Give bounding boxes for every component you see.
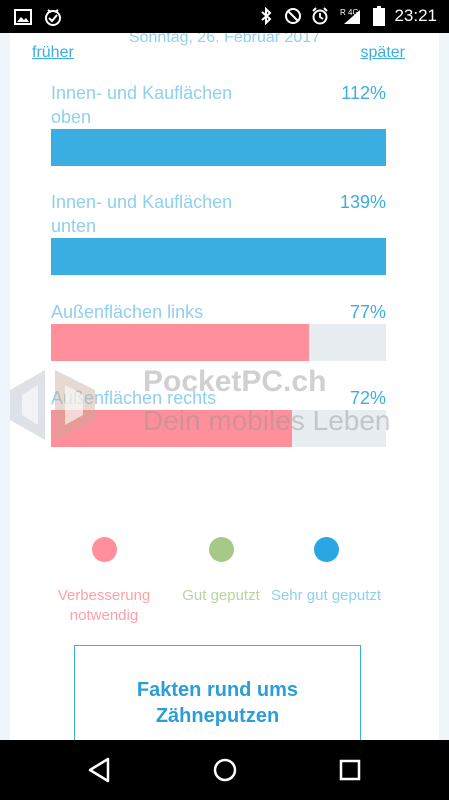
progress-bar-track — [51, 410, 386, 447]
legend-dot-icon — [91, 537, 117, 562]
home-icon[interactable] — [211, 756, 239, 784]
progress-bar-fill — [51, 324, 309, 361]
legend-item: Sehr gut geputzt — [261, 537, 391, 606]
back-icon[interactable] — [86, 756, 114, 784]
facts-button[interactable]: Fakten rund ums Zähneputzen — [74, 645, 361, 740]
legend-label: Sehr gut geputzt — [270, 587, 382, 604]
metric-label: Außenflächen links — [51, 302, 204, 322]
legend-item: Verbesserung notwendig — [39, 537, 169, 626]
legend-label: Gut geputzt — [182, 587, 260, 604]
navigation-bar — [0, 740, 449, 800]
legend-dot-icon — [208, 537, 234, 562]
image-icon — [14, 9, 32, 25]
roaming-label: R — [340, 8, 346, 17]
signal-icon: R 4G — [340, 8, 361, 24]
network-label: 4G — [348, 8, 359, 17]
recents-icon[interactable] — [336, 756, 364, 784]
legend-label: Verbesserung notwendig — [57, 587, 151, 624]
legend: Verbesserung notwendig Gut geputzt Sehr gu… — [10, 503, 439, 624]
metric-value: 77% — [349, 302, 386, 322]
metric-value: 72% — [349, 388, 386, 408]
clock: 23:21 — [394, 6, 437, 25]
metric-label: Innen- und Kauflächen unten — [51, 192, 233, 236]
metric-row: Außenflächen rechts 72% — [51, 386, 386, 447]
alarm-icon — [312, 7, 329, 25]
content-area: Sonntag, 26. Februar 2017 früher später … — [0, 33, 449, 740]
metric-label: Außenflächen rechts — [51, 388, 217, 408]
metric-row: Innen- und Kauflächen oben 112% — [51, 81, 386, 166]
progress-bar-fill — [51, 238, 386, 275]
bluetooth-icon — [261, 7, 272, 25]
metric-value: 112% — [341, 83, 386, 103]
metric-label: Innen- und Kauflächen oben — [51, 83, 233, 127]
status-bar: R 4G 23:21 — [0, 0, 449, 33]
metric-value: 139% — [339, 192, 386, 212]
legend-item: Gut geputzt — [156, 537, 286, 606]
legend-dot-icon — [313, 537, 339, 562]
check-badge-icon — [45, 9, 61, 26]
later-link[interactable]: später — [360, 44, 405, 61]
progress-bar-track — [51, 129, 386, 166]
battery-icon — [373, 6, 386, 26]
report-card: Sonntag, 26. Februar 2017 früher später … — [10, 33, 439, 740]
do-not-disturb-icon — [285, 8, 302, 24]
metric-row: Außenflächen links 77% — [51, 300, 386, 361]
progress-bar-fill — [51, 410, 293, 447]
progress-bar-track — [51, 324, 386, 361]
facts-button-label: Fakten rund ums Zähneputzen — [136, 679, 299, 727]
progress-bar-track — [51, 238, 386, 275]
metric-row: Innen- und Kauflächen unten 139% — [51, 190, 386, 275]
progress-bar-fill — [51, 129, 386, 166]
date-heading: Sonntag, 26. Februar 2017 — [128, 33, 321, 46]
earlier-link[interactable]: früher — [32, 44, 74, 61]
